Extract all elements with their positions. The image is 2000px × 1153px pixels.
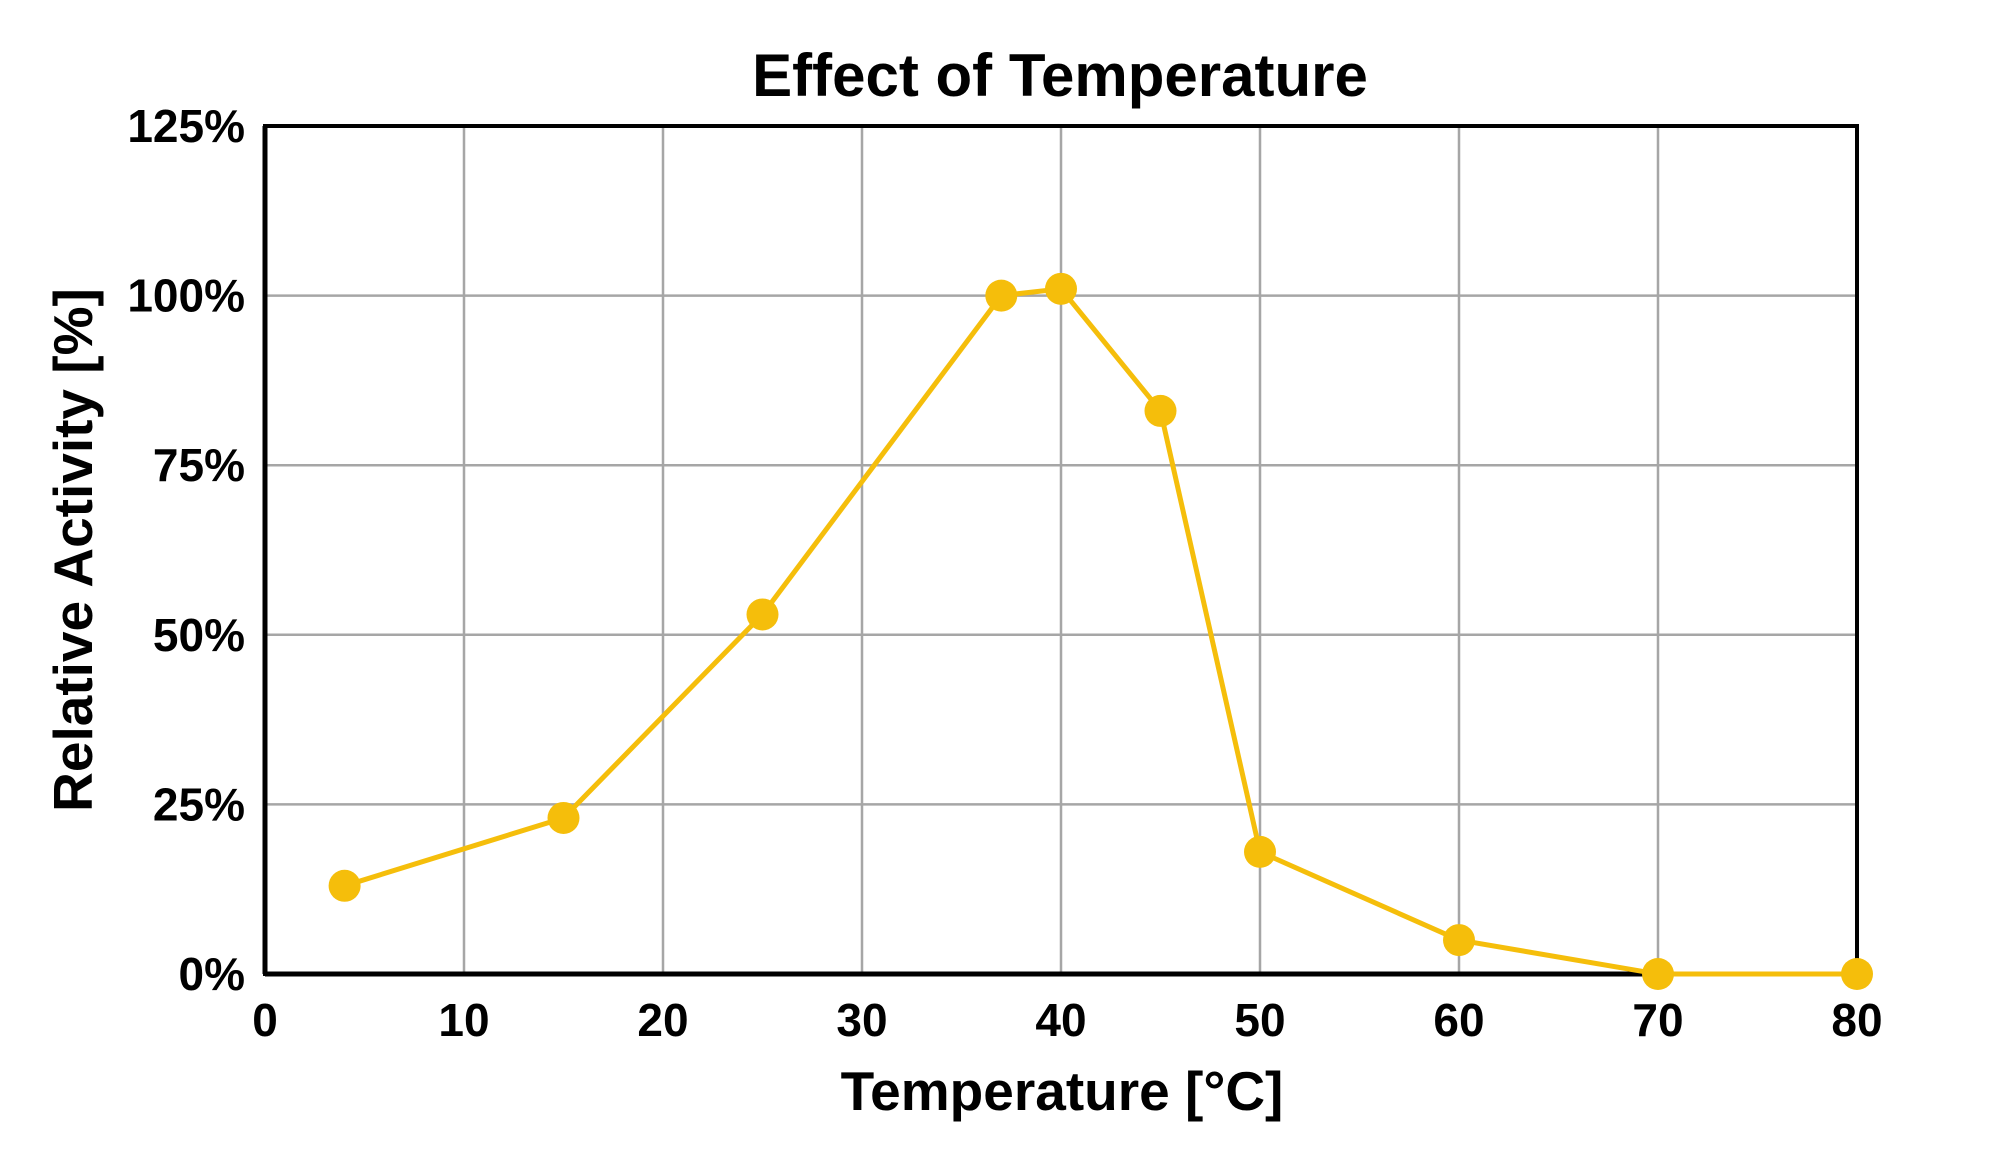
data-point [1443, 924, 1475, 957]
data-point [746, 598, 779, 631]
x-tick-label: 70 [1632, 994, 1683, 1046]
y-axis-label: Relative Activity [%] [42, 288, 104, 812]
data-point [1144, 394, 1177, 427]
x-tick-label: 40 [1035, 994, 1086, 1046]
y-tick-label: 25% [153, 778, 245, 830]
data-point [1841, 958, 1873, 990]
chart-title: Effect of Temperature [752, 42, 1368, 109]
y-tick-label: 0% [179, 948, 245, 1000]
y-tick-label: 75% [153, 439, 245, 491]
x-tick-label: 50 [1234, 994, 1285, 1046]
x-tick-label: 10 [438, 994, 489, 1046]
data-point [985, 279, 1018, 312]
x-tick-label: 0 [252, 994, 278, 1046]
data-point [1244, 835, 1276, 868]
x-tick-label: 60 [1433, 994, 1484, 1046]
y-axis-tick-labels: 0% 25% 50% 75% 100% 125% [127, 100, 245, 1000]
y-tick-label: 100% [127, 270, 245, 322]
x-tick-label: 20 [637, 994, 688, 1046]
x-axis-label: Temperature [°C] [841, 1060, 1284, 1122]
series-line [343, 286, 1857, 977]
x-axis-tick-labels: 0 10 20 30 40 50 60 70 80 [252, 994, 1882, 1046]
data-point [1642, 958, 1674, 990]
data-series [328, 272, 1873, 990]
data-point [328, 869, 361, 902]
y-tick-label: 125% [127, 100, 245, 152]
x-tick-label: 30 [836, 994, 887, 1046]
x-tick-label: 80 [1831, 994, 1882, 1046]
data-point [1045, 272, 1077, 305]
data-point [547, 801, 580, 834]
y-tick-label: 50% [153, 609, 245, 661]
grid-lines [265, 126, 1857, 974]
